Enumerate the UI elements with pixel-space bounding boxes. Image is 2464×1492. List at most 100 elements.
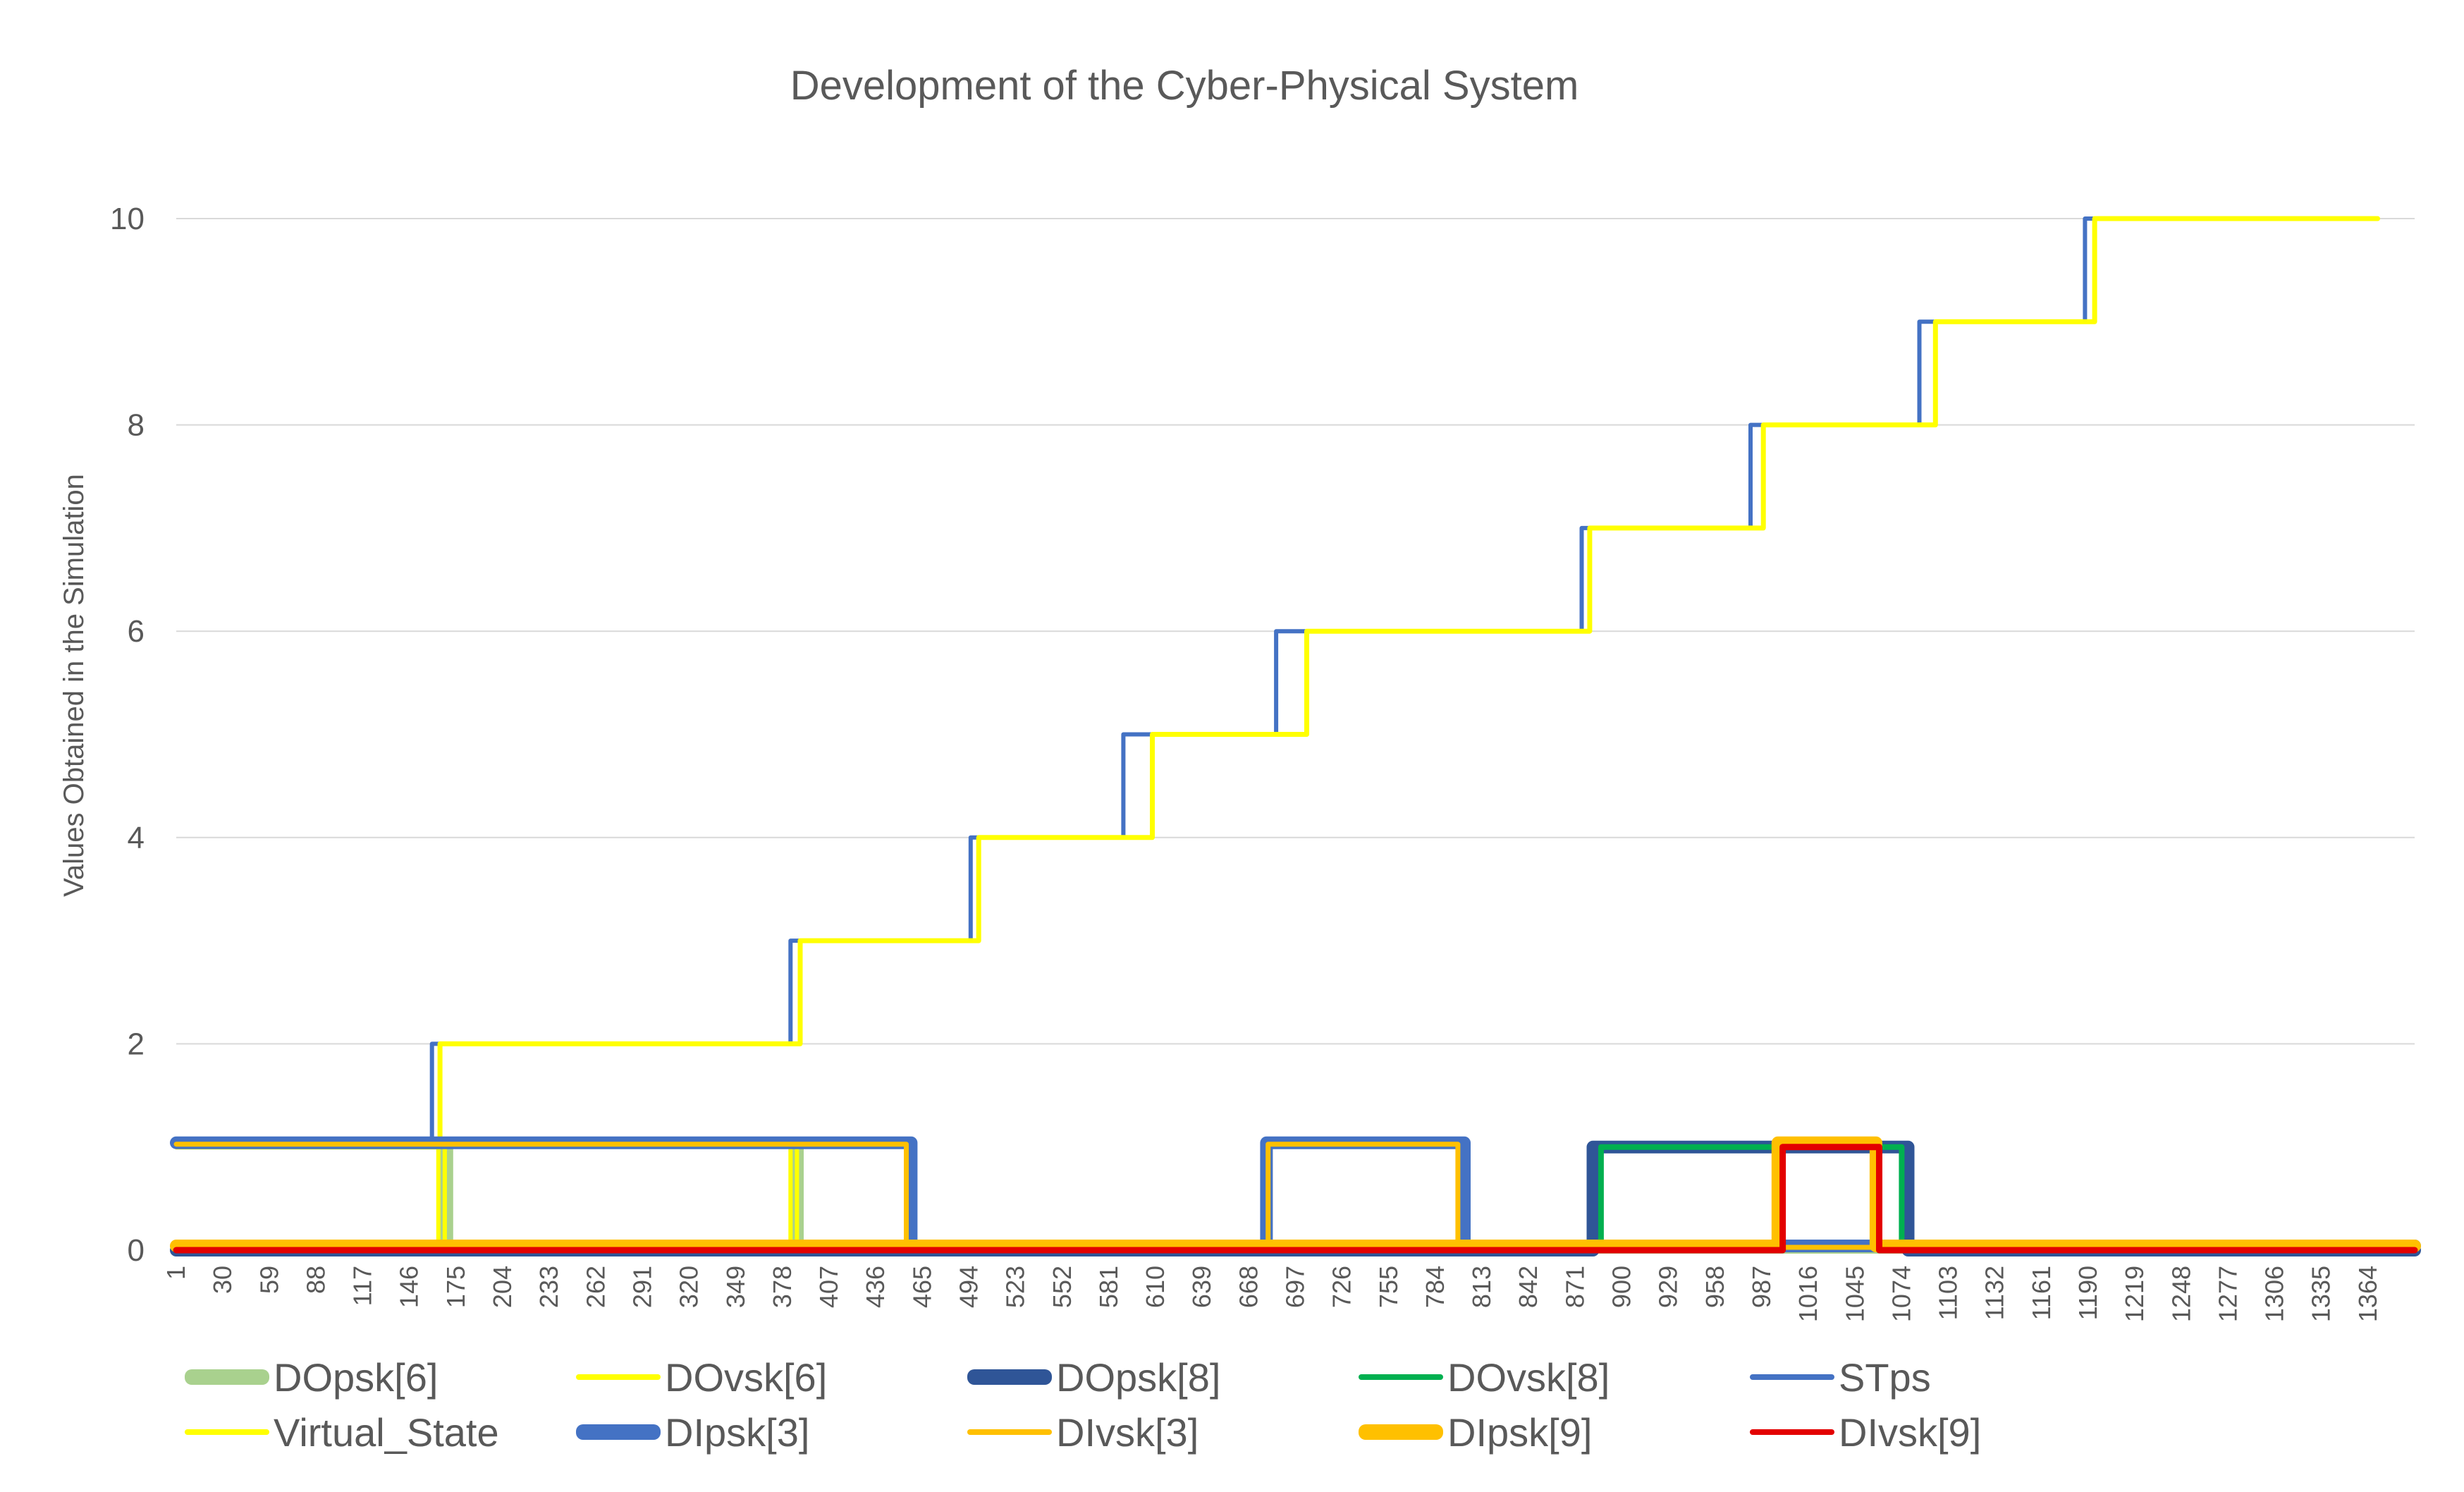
legend-swatch: [1750, 1374, 1834, 1380]
legend-item: STps: [1750, 1352, 1931, 1402]
x-tick-label: 639: [1187, 1266, 1216, 1308]
x-tick-label: 523: [1001, 1266, 1030, 1308]
x-tick-label: 871: [1560, 1266, 1589, 1308]
legend-item: DIpsk[3]: [576, 1407, 809, 1457]
x-tick-label: 1074: [1887, 1266, 1916, 1322]
x-tick-label: 146: [395, 1266, 424, 1308]
x-tick-label: 59: [255, 1266, 283, 1294]
legend-swatch: [1359, 1424, 1443, 1440]
y-tick-label: 10: [110, 202, 145, 236]
series-line-dopsk-8: [170, 1140, 2421, 1256]
series-lines: [170, 216, 2421, 1256]
series-line-dopsk-6: [173, 1143, 2418, 1254]
series-line-stps: [174, 216, 2380, 1149]
series-line-divsk-3: [173, 1142, 2417, 1250]
x-tick-label: 552: [1048, 1266, 1077, 1308]
x-tick-label: 1335: [2307, 1266, 2336, 1322]
legend-swatch: [185, 1429, 269, 1435]
x-tick-label: 697: [1281, 1266, 1310, 1308]
legend-label: Virtual_State: [274, 1410, 499, 1455]
x-tick-label: 610: [1141, 1266, 1170, 1308]
legend-item: DIvsk[9]: [1750, 1407, 1981, 1457]
x-tick-label: 900: [1607, 1266, 1636, 1308]
legend-item: DIpsk[9]: [1359, 1407, 1592, 1457]
x-tick-label: 1016: [1794, 1266, 1822, 1322]
legend-item: DOpsk[6]: [185, 1352, 438, 1402]
legend-item: Virtual_State: [185, 1407, 499, 1457]
legend-label: DOpsk[8]: [1056, 1355, 1221, 1400]
series-line-divsk-9: [173, 1144, 2418, 1254]
legend-label: DOpsk[6]: [274, 1355, 439, 1400]
x-tick-label: 233: [534, 1266, 563, 1308]
x-tick-label: 465: [907, 1266, 936, 1308]
y-axis-label: Values Obtained in the Simulation: [59, 474, 90, 897]
x-tick-label: 262: [581, 1266, 610, 1308]
y-tick-label: 8: [128, 408, 145, 443]
y-tick-label: 0: [128, 1233, 145, 1268]
x-axis-ticks: 1 30 59 88 117 146 175 204 233 262 291 320 349 378 407…: [161, 1266, 2382, 1322]
x-tick-label: 581: [1094, 1266, 1123, 1308]
x-tick-label: 1306: [2260, 1266, 2289, 1322]
legend-label: DIpsk[3]: [665, 1410, 810, 1455]
x-tick-label: 88: [301, 1266, 330, 1294]
series-line-virtual-state: [173, 216, 2380, 1150]
x-tick-label: 755: [1374, 1266, 1403, 1308]
legend-swatch: [1750, 1429, 1834, 1435]
legend-item: DOpsk[8]: [967, 1352, 1220, 1402]
x-tick-label: 204: [488, 1266, 517, 1308]
x-tick-label: 1277: [2213, 1266, 2242, 1322]
y-tick-label: 6: [128, 614, 145, 649]
x-tick-label: 1219: [2120, 1266, 2149, 1322]
legend-swatch: [576, 1374, 661, 1380]
chart-title: Development of the Cyber-Physical System: [790, 63, 1579, 109]
x-tick-label: 436: [861, 1266, 890, 1308]
x-tick-label: 929: [1654, 1266, 1683, 1308]
x-tick-label: 1190: [2073, 1266, 2102, 1320]
x-tick-label: 1132: [1980, 1266, 2009, 1320]
x-tick-label: 987: [1747, 1266, 1776, 1308]
y-tick-label: 2: [128, 1027, 145, 1061]
legend-label: DOvsk[8]: [1447, 1355, 1610, 1400]
x-tick-label: 117: [348, 1266, 377, 1306]
legend-item: DOvsk[8]: [1359, 1352, 1610, 1402]
x-tick-label: 30: [208, 1266, 237, 1294]
legend-swatch: [967, 1429, 1052, 1435]
legend-label: DIpsk[9]: [1447, 1410, 1593, 1455]
legend-label: STps: [1839, 1355, 1931, 1400]
x-tick-label: 784: [1421, 1266, 1449, 1308]
y-axis-ticks: 0 2 4 6 8 10: [110, 202, 145, 1268]
series-line-dipsk-3: [170, 1136, 2421, 1252]
x-tick-label: 958: [1700, 1266, 1729, 1308]
x-tick-label: 320: [675, 1266, 704, 1308]
x-tick-label: 349: [721, 1266, 750, 1308]
x-tick-label: 378: [768, 1266, 797, 1308]
legend-label: DIvsk[3]: [1056, 1410, 1199, 1455]
x-tick-label: 1103: [1934, 1266, 1963, 1320]
legend-label: DOvsk[6]: [665, 1355, 828, 1400]
legend-label: DIvsk[9]: [1839, 1410, 1982, 1455]
x-tick-label: 726: [1328, 1266, 1356, 1308]
x-tick-label: 1364: [2353, 1266, 2382, 1322]
x-tick-label: 407: [814, 1266, 843, 1308]
x-tick-label: 842: [1514, 1266, 1543, 1308]
x-tick-label: 175: [441, 1266, 470, 1308]
x-tick-label: 1045: [1840, 1266, 1869, 1322]
x-tick-label: 1161: [2027, 1266, 2056, 1320]
x-tick-label: 813: [1467, 1266, 1496, 1308]
series-line-dovsk-8: [173, 1144, 2417, 1253]
x-tick-label: 494: [954, 1266, 983, 1308]
x-tick-label: 1: [161, 1266, 190, 1280]
x-tick-label: 291: [627, 1266, 656, 1308]
series-line-dovsk-6: [174, 1144, 2417, 1252]
legend-swatch: [576, 1424, 661, 1440]
legend-swatch: [185, 1369, 269, 1385]
legend-item: DOvsk[6]: [576, 1352, 827, 1402]
legend-swatch: [967, 1369, 1052, 1385]
series-line-dipsk-9: [170, 1136, 2421, 1252]
x-tick-label: 668: [1234, 1266, 1263, 1308]
y-tick-label: 4: [128, 821, 145, 855]
legend-item: DIvsk[3]: [967, 1407, 1199, 1457]
x-tick-label: 1248: [2166, 1266, 2195, 1322]
legend-swatch: [1359, 1374, 1443, 1380]
